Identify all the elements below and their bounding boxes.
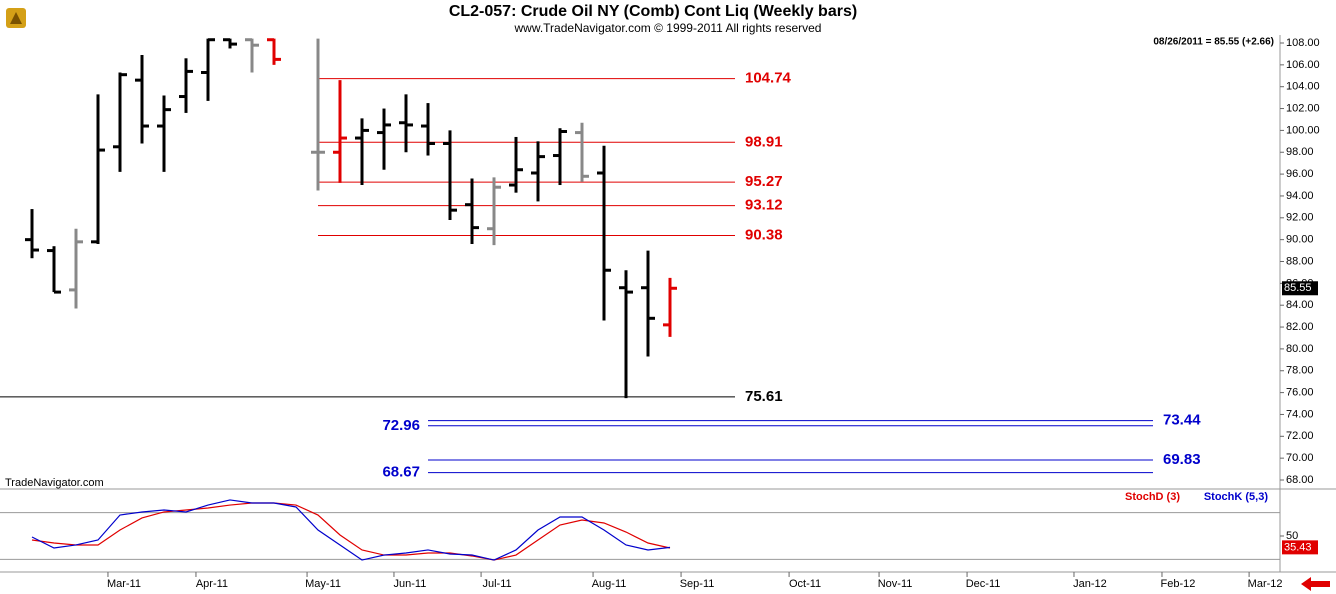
y-tick-label: 82.00 [1286, 321, 1314, 333]
price-bar [619, 270, 633, 399]
y-tick-label: 102.00 [1286, 102, 1320, 114]
watermark: TradeNavigator.com [5, 477, 104, 489]
x-tick-label: Oct-11 [789, 578, 821, 590]
level-label: 93.12 [745, 197, 783, 214]
y-tick-label: 94.00 [1286, 190, 1314, 202]
price-bar [597, 145, 611, 321]
level-label: 75.61 [745, 388, 783, 405]
price-bar [267, 38, 281, 65]
level-label: 104.74 [745, 70, 792, 87]
price-bar [377, 108, 391, 170]
price-bar [399, 94, 413, 153]
price-bar [465, 178, 479, 245]
y-tick-label: 92.00 [1286, 212, 1314, 224]
x-tick-label: Jun-11 [394, 578, 427, 590]
price-bar [47, 246, 61, 294]
price-bar [443, 130, 457, 220]
x-tick-label: Mar-12 [1248, 578, 1283, 590]
y-tick-label: 96.00 [1286, 168, 1314, 180]
x-tick-label: Dec-11 [966, 578, 1001, 590]
y-tick-label: 76.00 [1286, 387, 1314, 399]
price-bar [113, 72, 127, 172]
stoch-line [31, 499, 671, 561]
y-tick-label: 106.00 [1286, 59, 1320, 71]
x-tick-label: Jan-12 [1073, 578, 1107, 590]
last-value: 35.43 [1284, 541, 1312, 553]
level-label: 95.27 [745, 173, 783, 190]
chart-subtitle: www.TradeNavigator.com © 1999-2011 All r… [514, 21, 822, 35]
price-bar [157, 95, 171, 172]
y-tick-label: 50 [1286, 530, 1298, 542]
last-price-box [1282, 281, 1318, 296]
price-bar [575, 122, 589, 182]
price-bar [69, 228, 83, 309]
price-bar [245, 38, 259, 73]
y-tick-label: 74.00 [1286, 408, 1314, 420]
y-tick-label: 108.00 [1286, 37, 1320, 49]
price-bar [179, 58, 193, 113]
price-bar [25, 209, 39, 259]
x-tick-label: Apr-11 [196, 578, 228, 590]
x-tick-label: May-11 [305, 578, 341, 590]
price-bar [509, 136, 523, 193]
price-bar [487, 177, 501, 246]
y-tick-label: 100.00 [1286, 124, 1320, 136]
level-label: 73.44 [1163, 412, 1201, 429]
x-tick-label: Nov-11 [878, 578, 913, 590]
y-tick-label: 90.00 [1286, 234, 1314, 246]
y-tick-label: 68.00 [1286, 474, 1314, 486]
x-tick-label: Jul-11 [483, 578, 512, 590]
legend-entry: StochD (3) [1125, 491, 1180, 503]
price-bar [663, 277, 677, 337]
y-tick-label: 88.00 [1286, 255, 1314, 267]
y-tick-label: 70.00 [1286, 452, 1314, 464]
x-tick-label: Aug-11 [592, 578, 627, 590]
price-bar [355, 118, 369, 186]
price-bar [641, 250, 655, 357]
last-price: 85.55 [1284, 282, 1312, 294]
quote: 08/26/2011 = 85.55 (+2.66) [1153, 37, 1274, 48]
price-bar [311, 38, 325, 191]
last-value-box [1282, 540, 1318, 555]
y-tick-label: 98.00 [1286, 146, 1314, 158]
price-bar [531, 141, 545, 202]
y-tick-label: 80.00 [1286, 343, 1314, 355]
nav-arrow[interactable] [1298, 576, 1332, 592]
level-label: 90.38 [745, 226, 783, 243]
level-label: 72.96 [382, 417, 420, 434]
x-tick-label: Sep-11 [680, 578, 715, 590]
price-bar [201, 38, 215, 101]
logo [6, 8, 26, 28]
chart-title: CL2-057: Crude Oil NY (Comb) Cont Liq (W… [449, 3, 857, 20]
price-bar [135, 55, 149, 144]
legend-entry: StochK (5,3) [1204, 491, 1269, 503]
price-bar [553, 128, 567, 186]
y-tick-label: 104.00 [1286, 81, 1320, 93]
level-label: 69.83 [1163, 451, 1201, 468]
x-tick-label: Mar-11 [107, 578, 141, 590]
price-bar [333, 80, 347, 183]
level-label: 68.67 [382, 464, 420, 481]
y-tick-label: 72.00 [1286, 430, 1314, 442]
price-bar [91, 94, 105, 245]
y-tick-label: 84.00 [1286, 299, 1314, 311]
price-bar [223, 38, 237, 49]
stoch-line [31, 502, 671, 561]
level-label: 98.91 [745, 133, 783, 150]
price-bar [421, 103, 435, 156]
x-tick-label: Feb-12 [1161, 578, 1196, 590]
y-tick-label: 78.00 [1286, 365, 1314, 377]
